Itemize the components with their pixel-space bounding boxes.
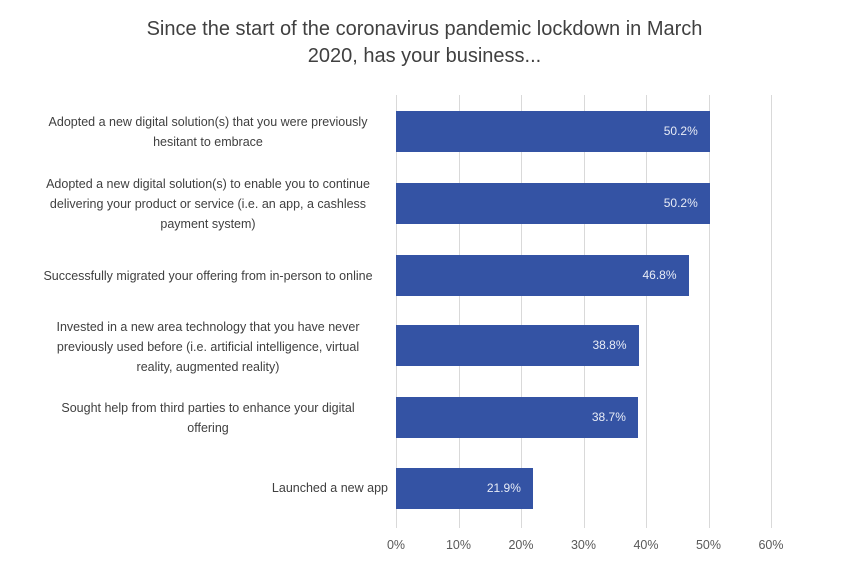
- category-text: Launched a new app: [271, 481, 388, 495]
- bar-1: 50.2%: [396, 183, 710, 224]
- category-text: Sought help from third parties to enhanc…: [61, 400, 355, 435]
- category-label-3: Invested in a new area technology that y…: [28, 316, 388, 377]
- gridline-40: [646, 95, 647, 528]
- x-tick-30: 30%: [570, 538, 597, 552]
- bar-value-label: 46.8%: [642, 268, 677, 282]
- bar-3: 38.8%: [396, 325, 639, 366]
- category-text: Invested in a new area technology that y…: [56, 319, 360, 374]
- bar-value-label: 38.7%: [591, 410, 626, 424]
- category-text: Adopted a new digital solution(s) that y…: [48, 114, 368, 149]
- category-label-2: Successfully migrated your offering from…: [28, 255, 388, 296]
- gridline-20: [521, 95, 522, 528]
- category-label-5: Launched a new app: [28, 478, 388, 498]
- bar-value-label: 50.2%: [663, 196, 698, 210]
- bar-5: 21.9%: [396, 468, 533, 509]
- gridline-50: [708, 95, 710, 528]
- plot-area: 50.2% 50.2% 46.8% 38.8% 38.7% 21.9%: [396, 95, 772, 528]
- gridline-30: [583, 95, 585, 528]
- gridline-60: [771, 95, 772, 528]
- x-tick-20: 20%: [508, 538, 534, 552]
- bar-0: 50.2%: [396, 111, 710, 152]
- category-label-1: Adopted a new digital solution(s) to ena…: [28, 173, 388, 234]
- bar-4: 38.7%: [396, 397, 638, 438]
- bar-value-label: 38.8%: [592, 338, 627, 352]
- category-text: Successfully migrated your offering from…: [43, 268, 373, 283]
- chart-title-line-1: Since the start of the coronavirus pande…: [146, 18, 703, 40]
- chart-title: Since the start of the coronavirus pande…: [0, 16, 849, 70]
- x-tick-10: 10%: [445, 538, 472, 552]
- x-tick-0: 0%: [386, 538, 406, 552]
- x-tick-50: 50%: [695, 538, 722, 552]
- bar-2: 46.8%: [396, 255, 689, 296]
- x-tick-40: 40%: [633, 538, 659, 552]
- x-tick-60: 60%: [758, 538, 784, 552]
- bar-value-label: 50.2%: [663, 124, 698, 138]
- gridline-10: [458, 95, 460, 528]
- gridline-0: [396, 95, 397, 528]
- bar-value-label: 21.9%: [486, 481, 521, 495]
- category-label-4: Sought help from third parties to enhanc…: [28, 397, 388, 438]
- category-label-0: Adopted a new digital solution(s) that y…: [28, 106, 388, 157]
- chart-title-line-2: 2020, has your business...: [307, 45, 542, 67]
- category-text: Adopted a new digital solution(s) to ena…: [46, 176, 370, 231]
